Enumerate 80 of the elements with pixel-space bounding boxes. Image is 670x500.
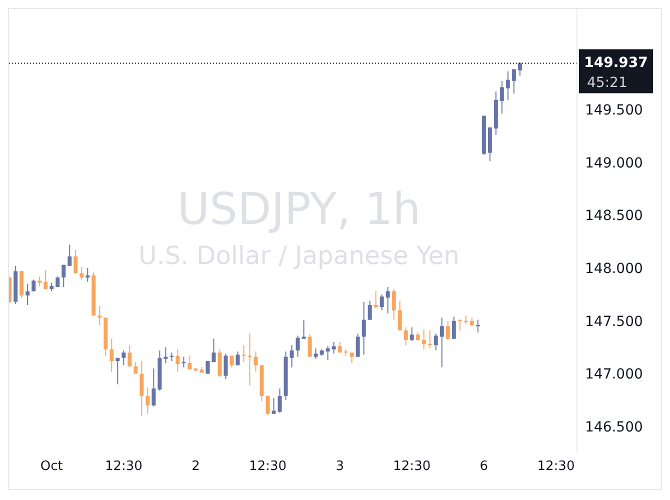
- candlestick: [98, 306, 102, 326]
- candlestick: [182, 356, 186, 368]
- candlestick: [404, 326, 408, 346]
- x-tick-label: 12:30: [537, 459, 575, 474]
- candlestick: [446, 320, 450, 340]
- candlestick: [428, 330, 432, 349]
- x-tick-label: 3: [336, 459, 344, 474]
- candlestick: [206, 360, 210, 374]
- candlestick: [290, 344, 294, 368]
- candlestick: [380, 294, 384, 311]
- candlestick: [74, 250, 78, 274]
- candlestick: [368, 300, 372, 320]
- candlestick: [242, 344, 246, 363]
- candlestick: [212, 338, 216, 363]
- candlestick: [68, 244, 72, 266]
- x-tick-label: 12:30: [249, 459, 287, 474]
- candlestick: [248, 333, 252, 386]
- candlestick: [500, 80, 504, 114]
- candlestick: [374, 290, 378, 309]
- candlestick: [230, 355, 234, 368]
- y-tick-label: 148.000: [585, 260, 643, 277]
- candlestick: [116, 357, 120, 385]
- candlestick: [122, 350, 126, 366]
- candlestick: [356, 333, 360, 358]
- candlestick: [314, 348, 318, 360]
- candlestick: [188, 355, 192, 370]
- candlestick: [296, 335, 300, 358]
- candlestick: [152, 368, 156, 407]
- candlestick: [440, 317, 444, 368]
- candlestick: [140, 360, 144, 416]
- candlestick: [350, 352, 354, 364]
- y-tick-label: 146.500: [585, 420, 643, 436]
- candlestick: [32, 279, 36, 292]
- candlestick: [434, 333, 438, 351]
- candlestick: [224, 353, 228, 380]
- candlestick: [362, 301, 366, 356]
- candlestick: [110, 338, 114, 372]
- candlestick: [302, 319, 306, 340]
- candlestick: [146, 386, 150, 414]
- candlestick: [518, 62, 522, 76]
- x-tick-label: Oct: [40, 459, 63, 474]
- candlestick: [452, 316, 456, 340]
- y-tick-label: 149.500: [585, 102, 643, 118]
- y-tick-label: 148.500: [585, 208, 643, 224]
- x-tick-label: 6: [480, 459, 488, 474]
- candlestick: [512, 68, 516, 94]
- candlestick: [44, 270, 48, 290]
- candlestick: [308, 334, 312, 358]
- candlestick: [326, 346, 330, 360]
- ref-line-label: 149.937: [584, 55, 648, 72]
- candlestick: [128, 344, 132, 368]
- candlestick: [386, 286, 390, 314]
- candlestick: [236, 351, 240, 366]
- x-tick-label: 12:30: [393, 459, 431, 474]
- y-tick-label: 149.000: [585, 155, 643, 172]
- candlestick: [272, 398, 276, 414]
- candlestick: [278, 388, 282, 414]
- candlestick: [86, 268, 90, 282]
- candlestick: [164, 346, 168, 364]
- candlestick: [332, 342, 336, 354]
- candlestick: [80, 266, 84, 280]
- candlestick: [254, 351, 258, 372]
- candlestick: [176, 348, 180, 372]
- candlestick: [476, 319, 480, 333]
- x-tick-label: 12:30: [104, 459, 142, 474]
- candlestick: [398, 300, 402, 331]
- candlestick: [266, 395, 270, 416]
- candlestick: [506, 70, 510, 100]
- x-tick-label: 2: [192, 459, 200, 474]
- candlestick: [218, 348, 222, 378]
- candlestick: [458, 319, 462, 331]
- text: 45:21: [587, 75, 628, 92]
- candlestick: [62, 264, 66, 288]
- candlestick: [422, 328, 426, 350]
- candlestick: [26, 283, 30, 306]
- y-tick-label: 147.000: [585, 366, 643, 383]
- y-tick-label: 147.500: [585, 314, 643, 330]
- candlestick: [38, 276, 42, 286]
- candlestick: [392, 288, 396, 320]
- candlestick: [410, 326, 414, 342]
